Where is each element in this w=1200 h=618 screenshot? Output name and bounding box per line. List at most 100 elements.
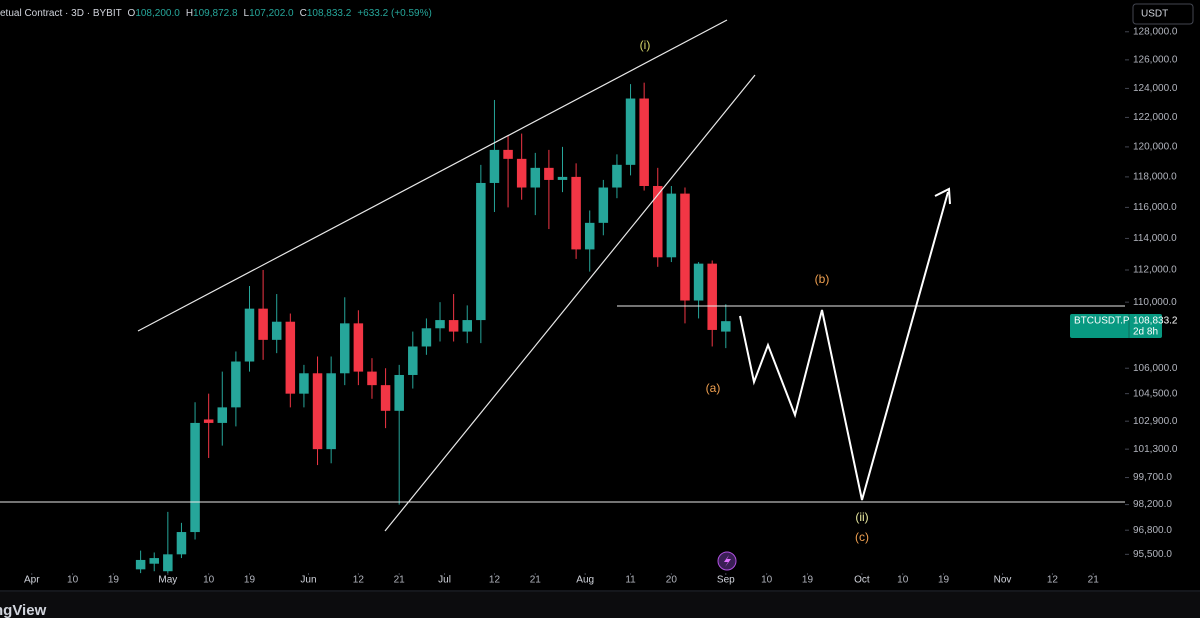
y-tick-label: 114,000.0 bbox=[1133, 233, 1177, 244]
y-tick-label: 101,300.0 bbox=[1133, 444, 1178, 455]
ohlc-key: C bbox=[300, 8, 307, 19]
x-tick-label: 21 bbox=[530, 575, 542, 586]
x-tick-label: Apr bbox=[24, 575, 40, 586]
y-tick-label: 106,000.0 bbox=[1133, 363, 1178, 374]
header: etual Contract · 3D · BYBIT O108,200.0 H10… bbox=[0, 8, 432, 19]
x-tick-label: 12 bbox=[489, 575, 501, 586]
candle-body bbox=[394, 374, 404, 411]
price-label-price: 108,833.2 bbox=[1133, 316, 1178, 327]
ohlc-key: L bbox=[244, 8, 250, 19]
x-tick-label: Jul bbox=[438, 575, 451, 586]
y-tick-label: 99,700.0 bbox=[1133, 472, 1172, 483]
y-tick-label: 112,000.0 bbox=[1133, 265, 1177, 276]
candle-body bbox=[530, 167, 541, 188]
candle-body bbox=[149, 558, 159, 564]
y-tick-label: 104,500.0 bbox=[1133, 388, 1178, 399]
wave-label: (a) bbox=[706, 381, 721, 395]
candle-body bbox=[285, 321, 296, 394]
candle-body bbox=[612, 164, 622, 188]
candle-body bbox=[176, 532, 187, 555]
candle-body bbox=[707, 263, 717, 330]
candle-body bbox=[571, 176, 581, 250]
wave-label: (i) bbox=[640, 38, 651, 52]
candle-body bbox=[448, 320, 459, 332]
candle-body bbox=[516, 158, 527, 188]
candle-body bbox=[299, 373, 309, 394]
x-tick-label: 19 bbox=[802, 575, 814, 586]
x-tick-label: 12 bbox=[353, 575, 365, 586]
x-tick-label: Aug bbox=[576, 575, 594, 586]
ohlc-key: H bbox=[186, 8, 193, 19]
y-tick-label: 126,000.0 bbox=[1133, 55, 1178, 66]
price-label-symbol: BTCUSDT.P bbox=[1074, 316, 1130, 327]
x-tick-label: 10 bbox=[897, 575, 909, 586]
x-tick-label: 10 bbox=[203, 575, 215, 586]
x-tick-label: Jun bbox=[300, 575, 316, 586]
wave-label: (b) bbox=[815, 272, 830, 286]
candle-body bbox=[231, 361, 241, 408]
candle-body bbox=[244, 308, 255, 362]
candle-body bbox=[680, 193, 690, 301]
header-change: +633.2 (+0.59%) bbox=[357, 8, 432, 19]
candle-body bbox=[203, 419, 214, 423]
ohlc-value: 108,833.2 bbox=[307, 8, 352, 19]
x-tick-label: 12 bbox=[1047, 575, 1059, 586]
currency-button-label: USDT bbox=[1141, 9, 1168, 20]
lower-trendline bbox=[384, 74, 756, 532]
ohlc-value: 108,200.0 bbox=[135, 8, 180, 19]
forecast-path bbox=[739, 191, 949, 501]
candle-body bbox=[190, 422, 200, 533]
candle-body bbox=[666, 193, 677, 258]
candle-body bbox=[557, 176, 568, 180]
y-tick-label: 102,900.0 bbox=[1133, 416, 1178, 427]
candle-body bbox=[584, 222, 595, 250]
candle-body bbox=[326, 373, 336, 450]
x-tick-label: 19 bbox=[244, 575, 256, 586]
x-tick-label: 21 bbox=[394, 575, 406, 586]
price-label-countdown: 2d 8h bbox=[1133, 327, 1158, 338]
x-tick-label: Sep bbox=[717, 575, 735, 586]
wave-label: (ii) bbox=[855, 510, 868, 524]
y-tick-label: 116,000.0 bbox=[1133, 202, 1177, 213]
candle-body bbox=[476, 182, 486, 321]
currency-button[interactable] bbox=[1132, 3, 1194, 25]
candle-body bbox=[217, 407, 228, 423]
x-tick-label: 20 bbox=[666, 575, 678, 586]
candle-body bbox=[435, 320, 445, 329]
candle-body bbox=[639, 98, 649, 186]
candle-body bbox=[503, 149, 513, 159]
x-tick-label: Nov bbox=[994, 575, 1012, 586]
candle-body bbox=[462, 320, 472, 332]
candle-body bbox=[598, 187, 609, 223]
x-tick-label: 19 bbox=[938, 575, 950, 586]
candle-body bbox=[340, 323, 350, 374]
y-tick-label: 122,000.0 bbox=[1133, 112, 1178, 123]
ohlc-value: 109,872.8 bbox=[193, 8, 238, 19]
footer-bar bbox=[0, 592, 1200, 618]
candle-body bbox=[135, 559, 146, 570]
wave-label: (c) bbox=[855, 530, 869, 544]
candle-body bbox=[353, 323, 364, 372]
forecast-arrowhead bbox=[934, 187, 951, 205]
y-tick-label: 118,000.0 bbox=[1133, 172, 1177, 183]
brand: ngView bbox=[0, 602, 47, 618]
candle-body bbox=[544, 167, 554, 180]
y-tick-label: 95,500.0 bbox=[1133, 549, 1172, 560]
candle-body bbox=[721, 321, 731, 332]
x-tick-label: 21 bbox=[1088, 575, 1100, 586]
candle-body bbox=[653, 185, 663, 258]
x-tick-label: Oct bbox=[854, 575, 870, 586]
candle-body bbox=[693, 263, 704, 301]
event-icon-glyph bbox=[724, 555, 731, 567]
candle-body bbox=[408, 346, 418, 375]
y-tick-label: 96,800.0 bbox=[1133, 525, 1172, 536]
candle-body bbox=[367, 371, 377, 386]
x-tick-label: 11 bbox=[625, 575, 636, 586]
y-tick-label: 120,000.0 bbox=[1133, 142, 1178, 153]
candle-body bbox=[312, 373, 323, 450]
upper-trendline bbox=[137, 19, 728, 332]
candle-body bbox=[380, 385, 391, 411]
candle-body bbox=[271, 321, 282, 340]
y-tick-label: 128,000.0 bbox=[1133, 26, 1178, 37]
